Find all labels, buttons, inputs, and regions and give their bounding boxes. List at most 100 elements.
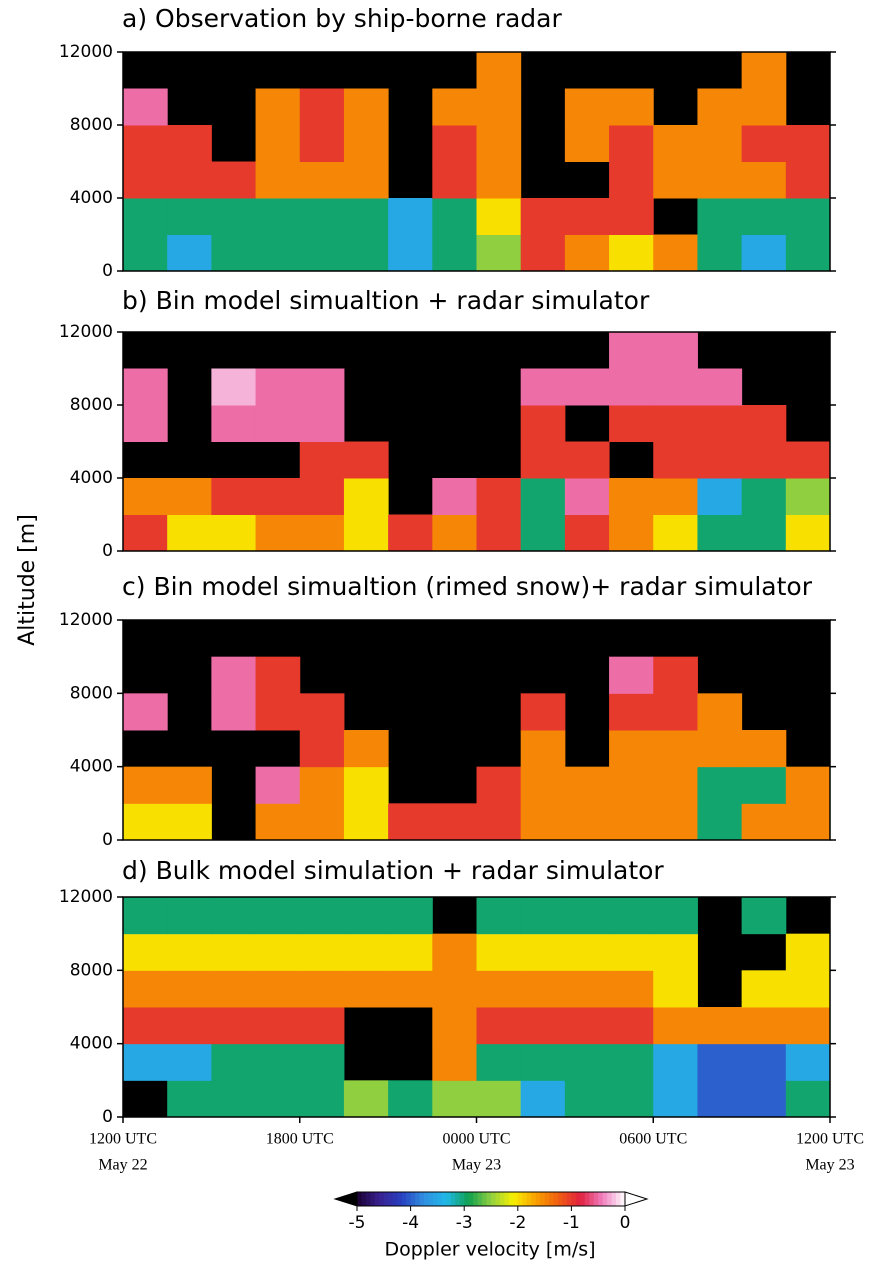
cell bbox=[255, 933, 301, 971]
cell bbox=[741, 766, 787, 804]
cell bbox=[609, 656, 654, 694]
cell bbox=[785, 1007, 831, 1045]
cell bbox=[211, 933, 257, 971]
cell bbox=[123, 405, 168, 442]
cell bbox=[255, 88, 301, 126]
cell bbox=[697, 693, 743, 731]
cell bbox=[520, 970, 566, 1008]
cell bbox=[211, 478, 257, 515]
colorbar-under bbox=[333, 1191, 358, 1207]
cell bbox=[432, 234, 477, 272]
cell bbox=[697, 478, 743, 515]
cell bbox=[697, 368, 743, 406]
cell bbox=[432, 933, 477, 971]
cell bbox=[255, 766, 301, 804]
cell bbox=[697, 1007, 743, 1045]
cell bbox=[520, 1043, 566, 1081]
cell bbox=[697, 125, 743, 162]
colorbar-segment bbox=[459, 1192, 465, 1206]
cell bbox=[299, 198, 345, 235]
colorbar-over bbox=[624, 1191, 649, 1207]
colorbar-segment bbox=[566, 1192, 572, 1206]
colorbar-segment bbox=[553, 1192, 559, 1206]
plot-frame bbox=[122, 619, 831, 841]
cell bbox=[211, 897, 257, 935]
cell bbox=[299, 161, 345, 199]
colorbar-segment bbox=[383, 1192, 389, 1206]
colorbar-segment bbox=[491, 1192, 496, 1206]
cell bbox=[388, 970, 433, 1008]
cell bbox=[343, 803, 389, 841]
cell bbox=[741, 1080, 787, 1118]
cell bbox=[255, 693, 301, 731]
cell bbox=[476, 897, 522, 935]
cell bbox=[211, 656, 257, 694]
cell bbox=[476, 514, 522, 552]
cell bbox=[520, 730, 566, 768]
cell bbox=[609, 234, 654, 272]
cell bbox=[211, 1007, 257, 1045]
colorbar-segment bbox=[589, 1192, 595, 1206]
panel-title: a) Observation by ship-borne radar bbox=[122, 4, 562, 33]
cell bbox=[299, 368, 345, 406]
colorbar-segment bbox=[616, 1192, 622, 1206]
cell bbox=[476, 125, 522, 162]
cell bbox=[167, 933, 212, 971]
cell bbox=[432, 161, 477, 199]
cell bbox=[123, 970, 168, 1008]
cell bbox=[609, 897, 654, 935]
cell bbox=[299, 897, 345, 935]
colorbar-label: Doppler velocity [m/s] bbox=[384, 1239, 595, 1261]
cell bbox=[255, 656, 301, 694]
colorbar-segment bbox=[392, 1192, 398, 1206]
cell bbox=[167, 766, 212, 804]
cell bbox=[299, 1043, 345, 1081]
cell bbox=[653, 125, 698, 162]
y-tick-label: 0 bbox=[102, 830, 113, 850]
cell bbox=[564, 970, 610, 1008]
cell bbox=[741, 1043, 787, 1081]
cell bbox=[167, 478, 212, 515]
colorbar-segment bbox=[504, 1192, 510, 1206]
cell bbox=[299, 514, 345, 552]
cell bbox=[697, 161, 743, 199]
colorbar-segment bbox=[379, 1192, 385, 1206]
cell bbox=[520, 234, 566, 272]
colorbar-segment bbox=[620, 1192, 626, 1206]
colorbar-segment bbox=[428, 1192, 434, 1206]
y-axis-label: Altitude [m] bbox=[15, 514, 40, 646]
cell bbox=[255, 405, 301, 442]
cell bbox=[476, 803, 522, 841]
cell bbox=[476, 970, 522, 1008]
cell bbox=[653, 730, 698, 768]
cell bbox=[741, 730, 787, 768]
cell bbox=[564, 1007, 610, 1045]
cell bbox=[299, 693, 345, 731]
cell bbox=[476, 478, 522, 515]
cell bbox=[476, 198, 522, 235]
cell bbox=[255, 198, 301, 235]
colorbar-segment bbox=[607, 1192, 613, 1206]
cell bbox=[123, 161, 168, 199]
cell bbox=[299, 1080, 345, 1118]
cell bbox=[785, 198, 831, 235]
colorbar-segment bbox=[410, 1192, 416, 1206]
cell bbox=[609, 1080, 654, 1118]
cell bbox=[167, 514, 212, 552]
colorbar-tick-label: -4 bbox=[402, 1213, 419, 1233]
cell bbox=[211, 368, 257, 406]
cell bbox=[432, 478, 477, 515]
cell bbox=[167, 803, 212, 841]
colorbar-segment bbox=[558, 1192, 563, 1206]
cell bbox=[564, 1080, 610, 1118]
cell bbox=[741, 514, 787, 552]
colorbar-segment bbox=[388, 1192, 394, 1206]
cell bbox=[741, 52, 787, 89]
cell bbox=[432, 970, 477, 1008]
cell bbox=[609, 1007, 654, 1045]
cell bbox=[564, 441, 610, 479]
cell bbox=[476, 161, 522, 199]
cell bbox=[653, 766, 698, 804]
colorbar-segment bbox=[464, 1192, 470, 1206]
